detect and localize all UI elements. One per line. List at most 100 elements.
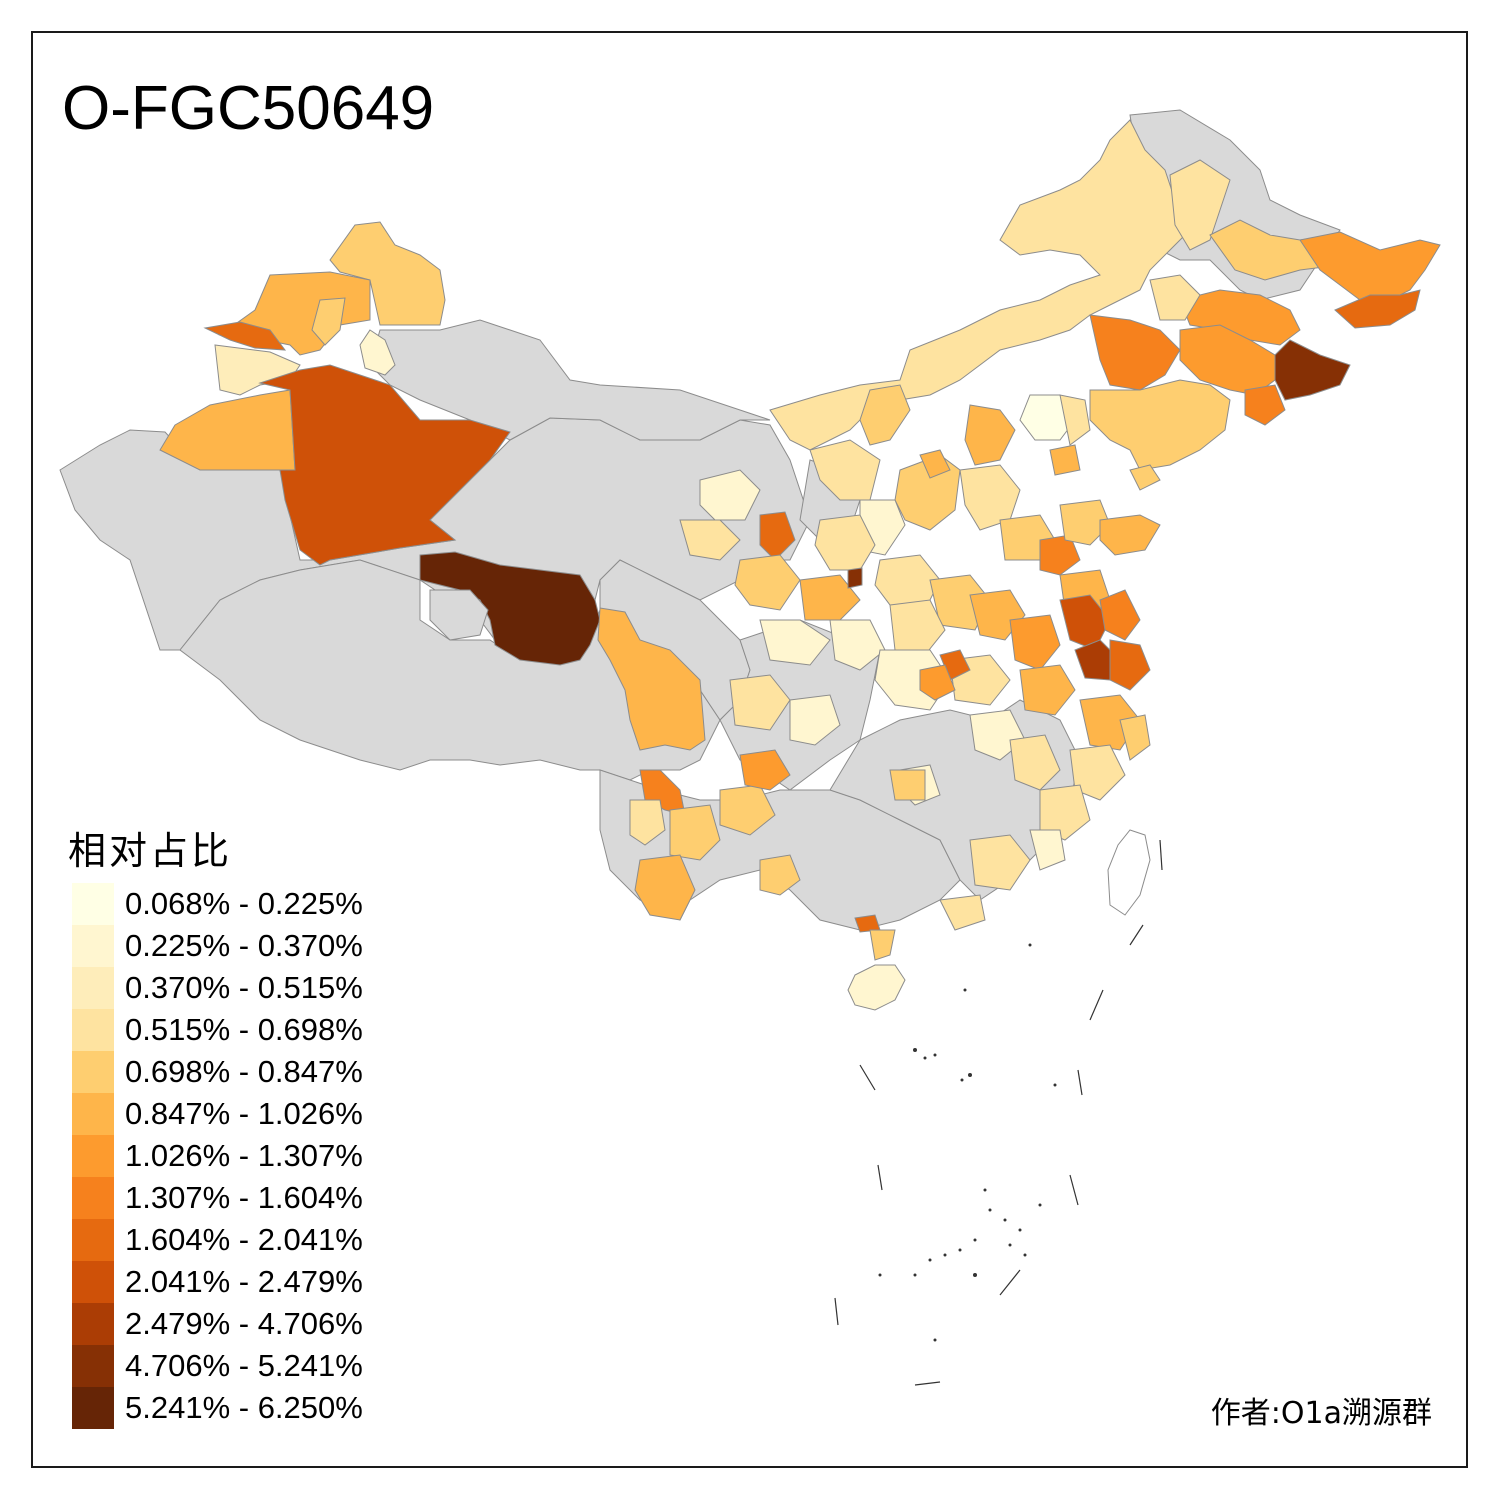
region-zhanjiang — [854, 914, 881, 933]
south-china-sea-islands — [878, 943, 1057, 1342]
legend-item: 0.370% - 0.515% — [72, 967, 412, 1009]
legend-item: 0.847% - 1.026% — [72, 1093, 412, 1135]
region-tonghua — [1244, 384, 1286, 426]
region-lanzhou — [699, 469, 761, 521]
legend-label: 1.026% - 1.307% — [125, 1138, 363, 1173]
legend-item: 0.698% - 0.847% — [72, 1051, 412, 1093]
region-tianshui — [734, 554, 801, 611]
region-xiaogan — [919, 664, 956, 701]
map-title: O-FGC50649 — [62, 74, 435, 143]
region-ningxia — [759, 511, 796, 561]
legend-label: 0.515% - 0.698% — [125, 1012, 363, 1047]
legend-swatch — [72, 1219, 114, 1261]
legend-label: 0.370% - 0.515% — [125, 970, 363, 1005]
legend-swatch — [72, 1051, 114, 1093]
region-anhui-north — [1009, 614, 1061, 671]
region-guangzhou — [969, 834, 1031, 891]
legend-item: 1.604% - 2.041% — [72, 1219, 412, 1261]
region-mudanjiang — [1334, 289, 1421, 329]
region-suihua — [1149, 274, 1201, 321]
legend-swatch — [72, 1177, 114, 1219]
region-zunyi — [739, 749, 791, 791]
legend-swatch — [72, 1261, 114, 1303]
map-frame — [31, 31, 1468, 1468]
region-tangshan — [1049, 444, 1081, 476]
legend-item: 0.515% - 0.698% — [72, 1009, 412, 1051]
legend-swatch — [72, 1009, 114, 1051]
region-heilongjiang — [1169, 159, 1231, 251]
region-taiwan — [1107, 829, 1151, 916]
author-credit: 作者:O1a溯源群 — [1210, 1396, 1432, 1431]
region-liaoning — [1089, 379, 1231, 471]
region-yanbian — [1274, 339, 1351, 401]
region-xishuangbanna — [634, 854, 696, 921]
legend-swatch — [72, 1387, 114, 1429]
region-karamay — [311, 297, 346, 346]
region-hohhot — [859, 384, 911, 446]
region-bortala — [203, 321, 287, 351]
legend-title: 相对占比 — [68, 829, 233, 873]
legend-label: 0.068% - 0.225% — [125, 886, 363, 921]
region-shangluo — [829, 619, 886, 671]
region-tibet — [179, 559, 721, 781]
region-qingdao — [1099, 514, 1161, 556]
region-nanchang — [1009, 734, 1061, 791]
legend-label: 2.041% - 2.479% — [125, 1264, 363, 1299]
legend-label: 1.604% - 2.041% — [125, 1222, 363, 1257]
legend-label: 5.241% - 6.250% — [125, 1390, 363, 1425]
legend-label: 2.479% - 4.706% — [125, 1306, 363, 1341]
region-zhangjiakou — [964, 404, 1016, 466]
region-mongolia-west — [369, 319, 771, 441]
region-hechi — [889, 769, 926, 801]
region-shantou — [1029, 829, 1066, 871]
region-xian — [799, 574, 861, 621]
legend-item: 2.041% - 2.479% — [72, 1261, 412, 1303]
legend-label: 4.706% - 5.241% — [125, 1348, 363, 1383]
region-luoyang — [889, 599, 946, 656]
legend-swatch — [72, 1345, 114, 1387]
legend-swatch — [72, 925, 114, 967]
region-xuzhou — [1059, 594, 1111, 651]
region-bayingol — [258, 364, 511, 566]
region-altay — [329, 221, 446, 326]
region-chengde — [1059, 394, 1091, 446]
region-taiyuan — [919, 449, 951, 479]
region-shuangyashan — [1299, 231, 1441, 301]
region-ngari-lake — [429, 589, 489, 641]
region-hanzhong — [759, 619, 831, 666]
legend-item: 2.479% - 4.706% — [72, 1303, 412, 1345]
region-shenzhen — [939, 894, 986, 931]
region-inner-mongolia — [769, 119, 1191, 451]
region-kunming — [669, 804, 721, 861]
legend-item: 5.241% - 6.250% — [72, 1387, 412, 1429]
region-fuzhou — [1039, 784, 1091, 841]
region-yancheng — [1099, 589, 1141, 641]
region-dalian — [1129, 464, 1161, 491]
region-changji — [359, 329, 396, 376]
region-ningbo — [1119, 714, 1151, 761]
region-guangxi — [759, 854, 801, 896]
region-chengdu — [729, 674, 791, 731]
region-chamdo — [597, 607, 706, 751]
legend-swatch — [72, 1135, 114, 1177]
region-leizhou — [869, 929, 896, 961]
legend-item: 1.307% - 1.604% — [72, 1177, 412, 1219]
legend-item: 0.225% - 0.370% — [72, 925, 412, 967]
legend-item: 1.026% - 1.307% — [72, 1135, 412, 1177]
region-baiyin — [679, 519, 741, 561]
region-hainan — [847, 964, 906, 1011]
legend-item: 4.706% - 5.241% — [72, 1345, 412, 1387]
region-nanchong — [789, 694, 841, 746]
region-dali — [629, 799, 666, 846]
region-linfen — [847, 567, 863, 589]
legend-label: 1.307% - 1.604% — [125, 1180, 363, 1215]
legend-label: 0.225% - 0.370% — [125, 928, 363, 963]
legend-swatch — [72, 1303, 114, 1345]
legend-swatch — [72, 967, 114, 1009]
south-china-sea-dash-line — [834, 839, 1163, 1386]
region-aksu — [159, 389, 296, 471]
region-wenzhou — [1069, 744, 1126, 801]
legend-item: 0.068% - 0.225% — [72, 883, 412, 925]
region-songyuan — [1089, 314, 1181, 391]
